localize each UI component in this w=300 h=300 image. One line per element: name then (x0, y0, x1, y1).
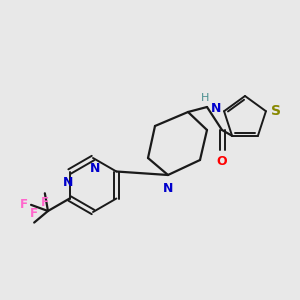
Text: N: N (90, 162, 100, 175)
Text: S: S (271, 104, 281, 118)
Text: F: F (41, 196, 49, 209)
Text: H: H (201, 93, 209, 103)
Text: O: O (217, 155, 227, 168)
Text: N: N (163, 182, 173, 195)
Text: F: F (30, 207, 38, 220)
Text: N: N (62, 176, 73, 188)
Text: F: F (20, 198, 28, 211)
Text: N: N (211, 101, 221, 115)
